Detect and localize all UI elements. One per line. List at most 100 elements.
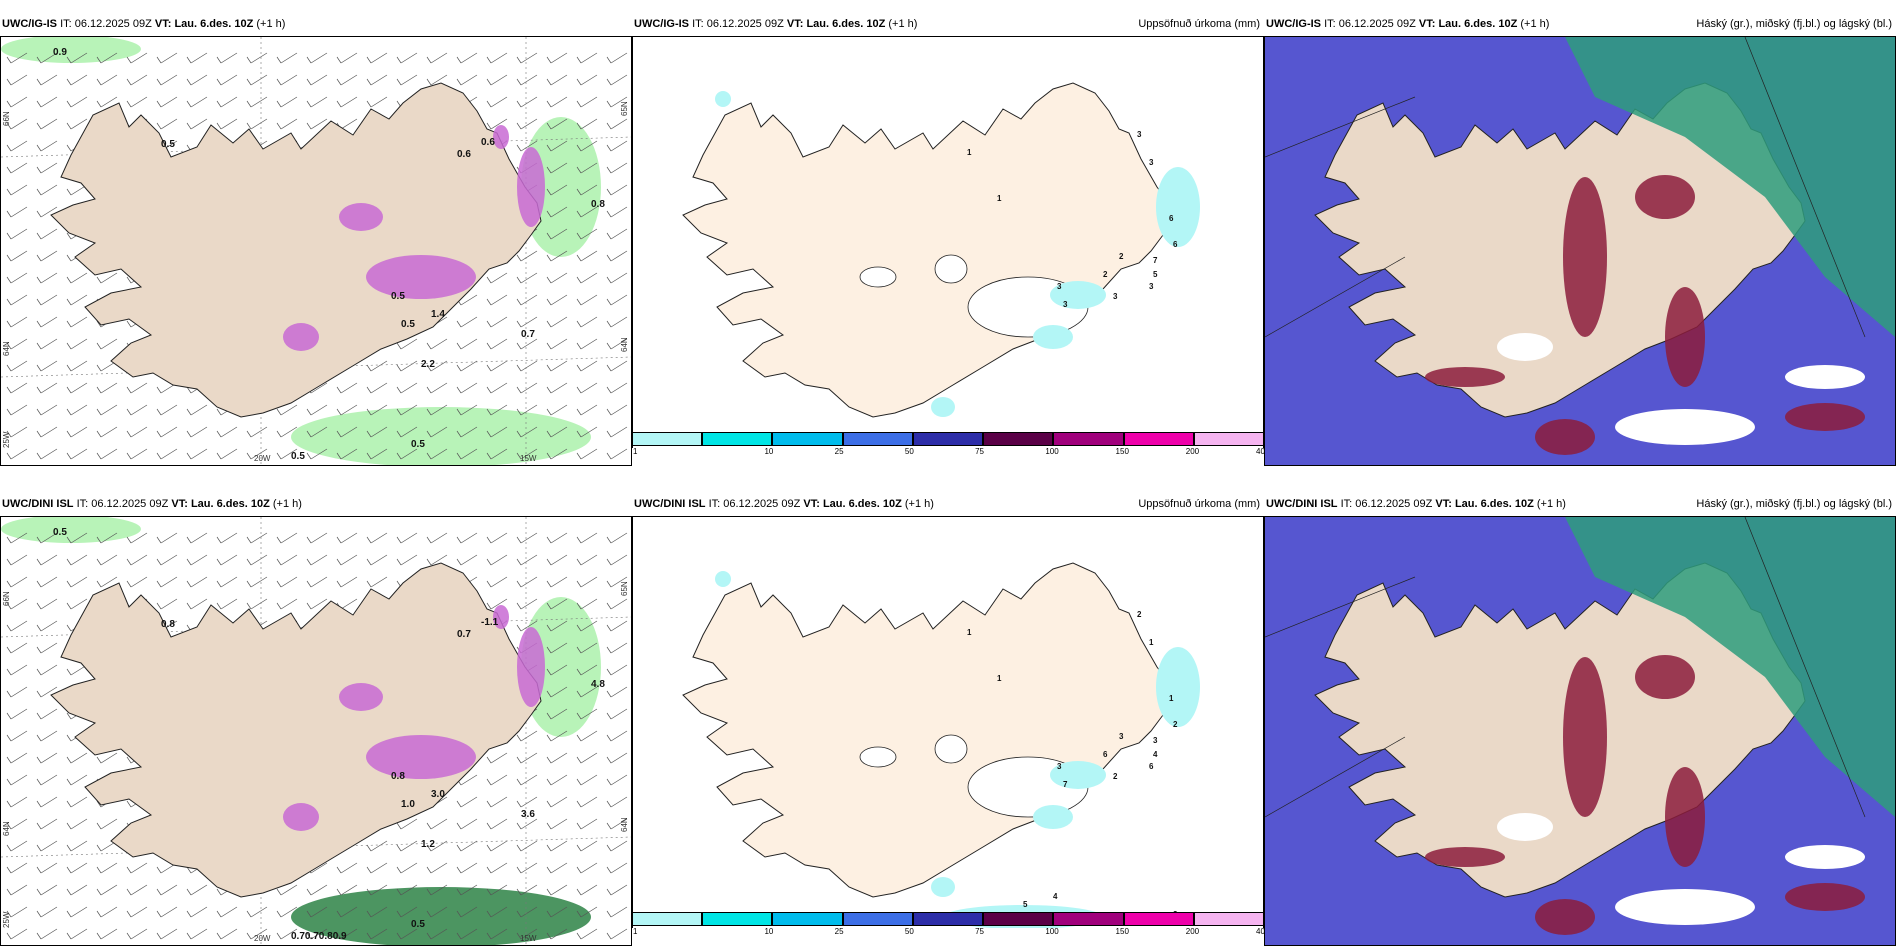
precip-value-label: 3 xyxy=(1063,300,1068,309)
wind-barb xyxy=(216,448,238,460)
wind-barb xyxy=(366,576,388,588)
wind-barb xyxy=(606,206,628,218)
cloud-title: Háský (gr.), miðský (fj.bl.) og lágský (… xyxy=(1696,18,1892,30)
panel-header: UWC/IG-IS IT: 06.12.2025 09Z VT: Lau. 6.… xyxy=(2,18,285,30)
wind-barb xyxy=(306,426,328,438)
wind-barb xyxy=(516,96,538,108)
wind-barb xyxy=(456,928,478,940)
wind-barb xyxy=(366,360,388,372)
wind-barb xyxy=(426,818,448,830)
wind-barb xyxy=(6,162,28,174)
wind-barb xyxy=(486,272,508,284)
wind-barb xyxy=(516,74,538,86)
high-cloud-layer xyxy=(1565,517,1895,817)
wind-barb xyxy=(546,250,568,262)
wind-barb xyxy=(576,686,598,698)
precip-value-label: 2 xyxy=(1137,610,1142,619)
glacier xyxy=(859,266,897,288)
wind-barb xyxy=(516,774,538,786)
wind-barb xyxy=(606,730,628,742)
wind-barb xyxy=(456,382,478,394)
wind-barb xyxy=(336,404,358,416)
wind-barb xyxy=(306,96,328,108)
precip-map: 11213312662374543 xyxy=(632,516,1264,928)
precip-title: Uppsöfnuð úrkoma (mm) xyxy=(1138,18,1260,30)
wind-barb xyxy=(186,52,208,64)
wind-barb xyxy=(456,862,478,874)
wind-barb xyxy=(426,52,448,64)
wind-barb xyxy=(306,576,328,588)
precip-area xyxy=(715,91,731,107)
wind-barb xyxy=(516,360,538,372)
it-label: IT: xyxy=(708,498,721,510)
legend-tick-label: 75 xyxy=(975,447,985,456)
wind-barb xyxy=(36,52,58,64)
wind-barb xyxy=(486,448,508,460)
wind-barb xyxy=(156,118,178,130)
wind-barb xyxy=(486,840,508,852)
wind-barb xyxy=(126,532,148,544)
wind-barb xyxy=(426,840,448,852)
cloud-title: Háský (gr.), miðský (fj.bl.) og lágský (… xyxy=(1696,498,1892,510)
wind-barb xyxy=(576,184,598,196)
wind-barb xyxy=(606,840,628,852)
row1-wind-panel: UWC/IG-IS IT: 06.12.2025 09Z VT: Lau. 6.… xyxy=(0,16,632,466)
wind-barb xyxy=(96,74,118,86)
wind-barb xyxy=(546,206,568,218)
legend-swatch xyxy=(912,912,984,926)
wind-barb xyxy=(156,598,178,610)
mid-cloud-layer xyxy=(1563,657,1607,817)
wind-barb xyxy=(606,708,628,720)
wind-barb xyxy=(606,382,628,394)
legend-swatch xyxy=(632,432,703,446)
wind-barb xyxy=(396,532,418,544)
lat-label-66n: 66N xyxy=(2,111,11,126)
wind-barb xyxy=(456,404,478,416)
wind-barb xyxy=(276,532,298,544)
wind-barb xyxy=(66,360,88,372)
wind-barb xyxy=(336,74,358,86)
contour-label: 0.5 xyxy=(291,451,305,462)
wind-barb xyxy=(336,52,358,64)
wind-barb xyxy=(36,752,58,764)
wind-barb xyxy=(576,862,598,874)
wind-barb xyxy=(546,598,568,610)
wind-barb xyxy=(486,928,508,940)
vt-label: VT: xyxy=(803,498,820,510)
wind-barb xyxy=(486,96,508,108)
wind-barb xyxy=(576,928,598,940)
wind-barb xyxy=(246,928,268,940)
wind-barb xyxy=(576,664,598,676)
it-value: 06.12.2025 09Z xyxy=(1355,498,1433,510)
wind-barb xyxy=(126,554,148,566)
wind-barb xyxy=(186,928,208,940)
wind-map-svg: 0.9 0.6 0.5 0.6 0.5 0.5 0.7 0.8 0.5 2.2 1.4 0.5 xyxy=(1,37,631,465)
wind-barb xyxy=(66,752,88,764)
wind-barb xyxy=(96,576,118,588)
wind-barb xyxy=(606,686,628,698)
wind-barb xyxy=(516,818,538,830)
wind-barb xyxy=(306,448,328,460)
wind-barb xyxy=(366,96,388,108)
wind-barb xyxy=(66,576,88,588)
wind-barb xyxy=(606,928,628,940)
wind-barb xyxy=(606,228,628,240)
wind-barb xyxy=(396,382,418,394)
wind-barb xyxy=(546,840,568,852)
wind-barb xyxy=(36,426,58,438)
wind-barb xyxy=(456,796,478,808)
wind-barb xyxy=(6,642,28,654)
precip-value-label: 2 xyxy=(1119,252,1124,261)
wind-barb xyxy=(516,426,538,438)
contour-label: 0.6 xyxy=(457,149,471,160)
wind-barb xyxy=(456,906,478,918)
wind-barb xyxy=(516,554,538,566)
wind-barb xyxy=(606,642,628,654)
row1-precip-panel: UWC/IG-IS IT: 06.12.2025 09Z VT: Lau. 6.… xyxy=(632,16,1269,466)
contour-label: 3.0 xyxy=(431,789,445,800)
cloud-map xyxy=(1264,36,1896,466)
precip-area xyxy=(931,397,955,417)
wind-barb xyxy=(486,862,508,874)
wind-barb xyxy=(456,74,478,86)
contour-label: 0.7 xyxy=(457,629,471,640)
